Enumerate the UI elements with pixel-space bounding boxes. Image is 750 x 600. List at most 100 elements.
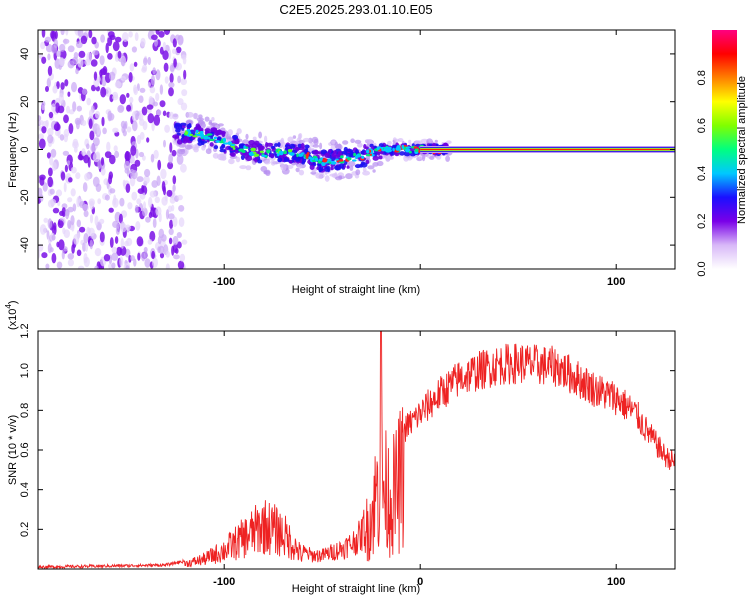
snr-xtick-label: -100 xyxy=(213,576,235,588)
ridge-peak-blob xyxy=(212,138,215,142)
noise-blob xyxy=(49,188,55,195)
ridge-core-blob xyxy=(326,167,331,173)
ridge-halo-blob xyxy=(345,173,353,180)
ridge-peak-blob xyxy=(296,153,299,158)
ridge-peak-blob xyxy=(405,148,411,153)
noise-blob xyxy=(80,35,88,45)
noise-blob xyxy=(141,207,148,217)
ridge-halo-blob xyxy=(357,143,363,148)
noise-blob xyxy=(45,44,53,53)
noise-blob xyxy=(52,85,58,94)
noise-blob xyxy=(113,194,117,206)
ridge-halo-blob xyxy=(204,116,210,122)
noise-blob xyxy=(125,265,130,269)
ridge-halo-blob xyxy=(342,140,349,145)
ridge-peak-blob xyxy=(206,136,211,140)
noise-blob xyxy=(39,194,44,202)
noise-blob xyxy=(45,263,50,269)
ridge-core-blob xyxy=(235,149,239,154)
spectrogram-ytick-label: -20 xyxy=(19,189,31,205)
noise-blob xyxy=(164,124,171,133)
noise-blob xyxy=(177,75,182,84)
noise-blob xyxy=(41,100,46,107)
noise-blob xyxy=(155,69,161,81)
noise-blob xyxy=(124,120,128,129)
ridge-core-blob xyxy=(209,142,214,147)
snr-ytick-label: 1.2 xyxy=(19,323,31,338)
ridge-core-blob xyxy=(248,144,254,148)
noise-blob xyxy=(159,84,164,95)
ridge-peak-blob xyxy=(414,148,419,152)
colorbar-tick-label: 0.6 xyxy=(696,118,708,133)
noise-blob xyxy=(64,164,68,173)
noise-blob xyxy=(75,68,79,75)
noise-blob xyxy=(46,77,51,88)
ridge-halo-blob xyxy=(302,137,311,142)
ridge-core-blob xyxy=(364,146,369,150)
snr-xtick-label: 0 xyxy=(417,576,423,588)
noise-blob xyxy=(149,86,156,94)
noise-blob xyxy=(152,218,157,229)
noise-blob xyxy=(87,227,91,234)
carrier-line-band xyxy=(420,148,675,151)
noise-blob xyxy=(165,263,170,269)
noise-blob xyxy=(114,236,119,244)
noise-blob xyxy=(43,217,49,223)
ridge-peak-blob xyxy=(408,150,412,154)
colorbar-scale xyxy=(712,30,737,269)
noise-blob xyxy=(144,168,151,178)
spectrogram-ticks: -100 100 -40 -20 0 20 40 xyxy=(19,30,675,288)
noise-blob xyxy=(176,241,182,249)
ridge-core-blob xyxy=(230,140,238,145)
ridge-halo-blob xyxy=(362,167,367,172)
noise-blob xyxy=(38,243,44,252)
noise-blob xyxy=(155,30,160,35)
ridge-halo-blob xyxy=(211,117,215,122)
noise-blob xyxy=(62,227,66,235)
ridge-halo-blob xyxy=(331,140,336,145)
ridge-halo-blob xyxy=(354,139,362,144)
noise-blob xyxy=(60,171,66,181)
noise-blob xyxy=(172,38,177,48)
noise-blob xyxy=(163,30,171,36)
ridge-halo-blob xyxy=(422,154,426,162)
noise-blob xyxy=(57,105,65,114)
noise-blob xyxy=(41,252,48,259)
noise-blob xyxy=(156,109,162,116)
noise-blob xyxy=(89,200,95,210)
ridge-halo-blob xyxy=(245,133,249,140)
ridge-core-blob xyxy=(204,128,211,133)
ridge-peak-blob xyxy=(328,161,332,164)
noise-blob xyxy=(45,86,49,92)
ridge-peak-blob xyxy=(321,161,326,167)
noise-blob xyxy=(83,233,89,244)
ridge-halo-blob xyxy=(184,144,193,150)
colorbar-tick-label: 0.2 xyxy=(696,214,708,229)
noise-blob xyxy=(88,30,93,39)
noise-blob xyxy=(92,50,99,56)
noise-blob xyxy=(181,89,188,97)
ridge-core-blob xyxy=(346,165,350,169)
noise-blob xyxy=(145,216,151,223)
noise-blob xyxy=(99,231,105,243)
noise-blob xyxy=(175,248,179,254)
noise-blob xyxy=(47,53,51,61)
ridge-peak-blob xyxy=(405,146,411,149)
noise-blob xyxy=(128,31,133,38)
ridge-halo-blob xyxy=(446,140,452,144)
noise-blob xyxy=(67,45,75,53)
ridge-core-blob xyxy=(176,139,183,145)
noise-blob xyxy=(42,182,48,192)
ridge-peak-blob xyxy=(261,154,267,158)
noise-blob xyxy=(147,239,153,245)
ridge-core-blob xyxy=(360,162,368,168)
noise-blob xyxy=(67,219,72,229)
noise-blob xyxy=(41,30,46,38)
noise-blob xyxy=(86,143,90,150)
noise-blob xyxy=(62,38,70,44)
noise-blob xyxy=(51,253,57,264)
noise-blob xyxy=(120,238,125,249)
noise-blob xyxy=(180,78,187,86)
noise-blob xyxy=(123,160,131,171)
noise-blob xyxy=(82,182,88,193)
